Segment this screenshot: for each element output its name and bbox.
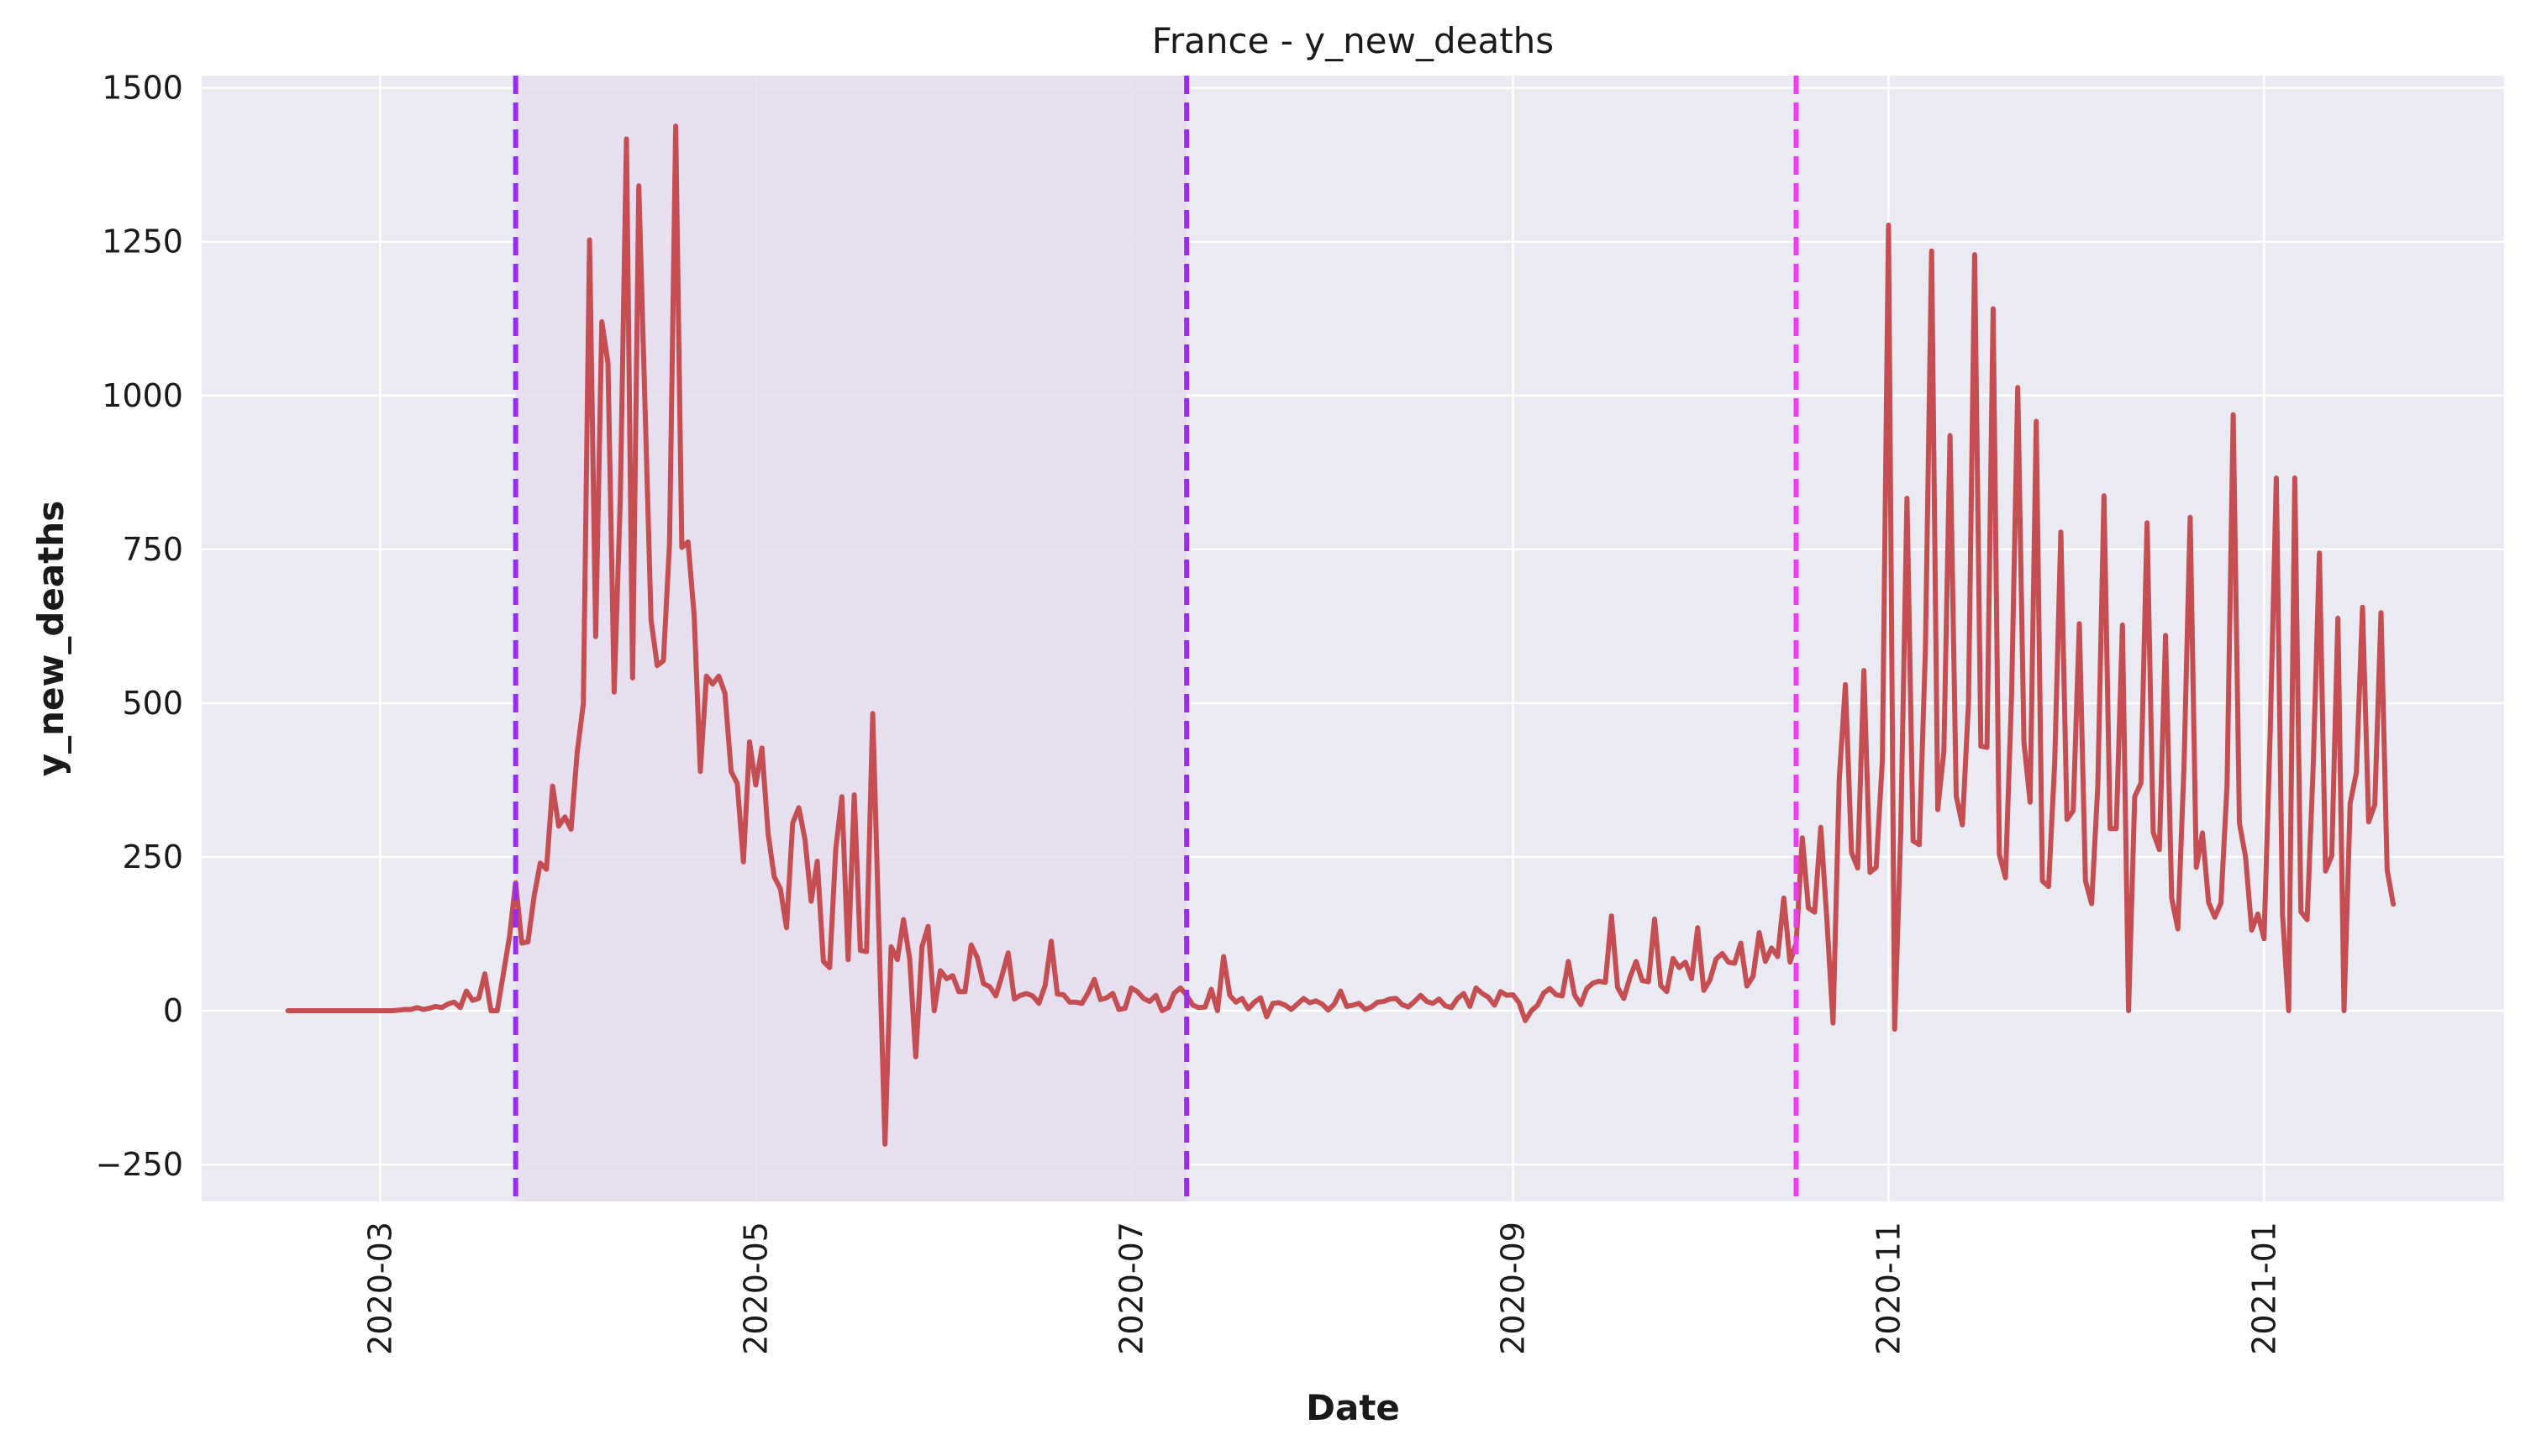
x-axis-title: Date <box>1306 1387 1400 1428</box>
y-tick-labels: −250 0 250 500 750 1000 1250 1500 <box>96 70 183 1183</box>
y-tick-label: 1000 <box>102 377 183 414</box>
x-tick-label: 2020-07 <box>1113 1222 1150 1355</box>
x-tick-labels: 2020-03 2020-05 2020-07 2020-09 2020-11 2021-… <box>361 1222 2282 1355</box>
y-tick-label: 750 <box>122 531 183 568</box>
y-tick-label: 0 <box>163 992 183 1029</box>
chart-title: France - y_new_deaths <box>1152 20 1554 61</box>
series-line <box>285 124 2397 1147</box>
y-tick-label: −250 <box>96 1146 183 1183</box>
y-tick-label: 1500 <box>102 70 183 107</box>
y-axis-title: y_new_deaths <box>30 501 71 776</box>
x-tick-label: 2020-05 <box>737 1222 774 1355</box>
y-tick-label: 250 <box>122 838 183 875</box>
x-tick-label: 2020-09 <box>1494 1222 1531 1355</box>
x-tick-label: 2020-03 <box>361 1222 398 1355</box>
y-tick-label: 500 <box>122 685 183 722</box>
x-tick-label: 2021-01 <box>2245 1222 2282 1355</box>
y-tick-label: 1250 <box>102 223 183 260</box>
x-tick-label: 2020-11 <box>1870 1222 1907 1355</box>
series-layer <box>285 124 2397 1147</box>
